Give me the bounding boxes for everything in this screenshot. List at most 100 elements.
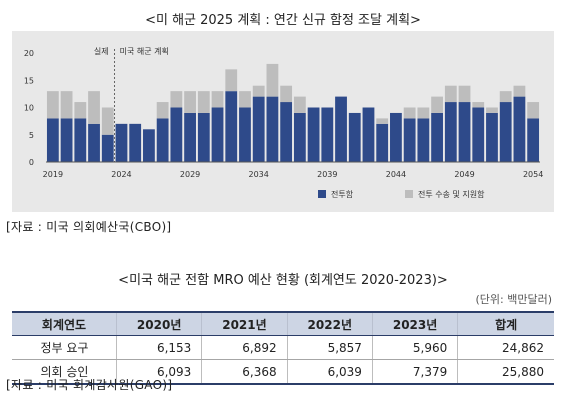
table-cell: 5,857 (286, 335, 373, 360)
table-header-row: 회계연도 2020년 2021년 2022년 2023년 합계 (12, 311, 554, 336)
annotation-plan: 미국 해군 계획 (120, 46, 169, 56)
bar-support (266, 63, 279, 97)
bar-combatant (156, 118, 169, 162)
bar-combatant (417, 118, 430, 162)
legend-label: 전투함 (331, 189, 354, 199)
bar-support (211, 91, 224, 108)
chart-title: <미 해군 2025 계획 : 연간 신규 함정 조달 계획> (145, 13, 421, 28)
bar-support (499, 91, 512, 103)
y-tick-label: 20 (24, 49, 34, 58)
bar-combatant (431, 112, 443, 162)
bar-support (197, 91, 210, 113)
legend-label: 전투 수송 및 지원함 (418, 189, 485, 199)
bar-combatant (499, 102, 512, 162)
bar-support (403, 107, 416, 119)
x-tick-label: 2039 (317, 170, 337, 179)
legend-swatch (405, 190, 413, 198)
mro-budget-table: 회계연도 2020년 2021년 2022년 2023년 합계 정부 요구 6,… (12, 311, 554, 385)
chart-source-note: [자료 : 미국 의회예산국(CBO)] (6, 220, 172, 234)
bar-combatant (348, 112, 361, 162)
bar-combatant (170, 107, 183, 162)
row-label: 의회 승인 (12, 359, 117, 385)
bar-combatant (403, 118, 416, 162)
bar-support (156, 102, 169, 119)
x-tick-label: 2029 (180, 170, 200, 179)
bar-support (225, 69, 238, 92)
bar-combatant (143, 129, 155, 162)
bar-support (513, 85, 526, 97)
bar-combatant (390, 112, 402, 162)
table-cell: 24,862 (457, 335, 554, 360)
bar-support (280, 85, 293, 103)
bar-combatant (225, 91, 238, 162)
bar-combatant (335, 96, 347, 162)
bar-support (88, 91, 100, 124)
header-total: 합계 (457, 311, 554, 336)
table-title: <미국 해군 전함 MRO 예산 현황 (회계연도 2020-2023)> (118, 273, 448, 288)
x-tick-label: 2024 (111, 170, 131, 179)
bar-support (431, 96, 443, 113)
bar-combatant (184, 112, 196, 162)
bar-chart: 20 15 10 5 0 2019 2024 2029 2034 2039 2044 2049 2054… (24, 46, 544, 199)
bar-support (472, 102, 485, 108)
bar-support (170, 91, 183, 108)
bar-combatant (74, 118, 87, 162)
table-row: 의회 승인 6,093 6,368 6,039 7,379 25,880 (12, 359, 554, 385)
y-tick-label: 0 (29, 158, 34, 167)
bar-support (417, 107, 430, 119)
header-2020: 2020년 (115, 311, 202, 336)
chart-panel: 20 15 10 5 0 2019 2024 2029 2034 2039 2044 2049 2054… (12, 31, 554, 212)
bar-support (184, 91, 196, 113)
table-cell: 6,892 (201, 335, 288, 360)
bar-combatant (527, 118, 540, 162)
bar-combatant (129, 123, 142, 162)
table-cell: 5,960 (371, 335, 458, 360)
bar-combatant (444, 102, 457, 162)
x-tick-label: 2019 (43, 170, 63, 179)
bar-support (60, 91, 73, 119)
bar-support (486, 107, 498, 113)
bar-combatant (252, 96, 265, 162)
bar-support (46, 91, 59, 119)
table-unit: (단위: 백만달러) (475, 293, 552, 306)
header-2022: 2022년 (286, 311, 373, 336)
bar-support (527, 102, 540, 119)
bar-support (101, 107, 114, 135)
table-source-note: [자료 : 미국 회계감사원(GAO)] (6, 378, 173, 392)
bar-combatant (486, 112, 498, 162)
header-2023: 2023년 (371, 311, 458, 336)
bar-combatant (101, 134, 114, 162)
table-cell: 6,368 (201, 359, 288, 385)
y-tick-label: 5 (29, 131, 34, 140)
table-cell: 6,093 (115, 359, 202, 385)
bar-combatant (266, 96, 279, 162)
table-cell: 25,880 (457, 359, 554, 385)
bar-combatant (46, 118, 59, 162)
x-tick-label: 2054 (523, 170, 543, 179)
bar-combatant (197, 112, 210, 162)
bar-combatant (513, 96, 526, 162)
y-tick-label: 15 (24, 76, 34, 85)
bar-support (239, 91, 251, 108)
legend-swatch (318, 190, 326, 198)
bar-combatant (307, 107, 320, 162)
bar-combatant (60, 118, 73, 162)
bar-combatant (115, 123, 128, 162)
bar-support (376, 118, 389, 124)
table-row: 정부 요구 6,153 6,892 5,857 5,960 24,862 (12, 335, 554, 360)
bar-combatant (362, 107, 375, 162)
bar-support (293, 96, 306, 113)
bar-combatant (321, 107, 334, 162)
row-label: 정부 요구 (12, 335, 117, 360)
header-fiscal-year: 회계연도 (12, 311, 117, 336)
x-tick-label: 2044 (386, 170, 406, 179)
bar-support (74, 102, 87, 119)
bar-support (444, 85, 457, 103)
bar-support (458, 85, 471, 103)
bar-combatant (239, 107, 251, 162)
bar-combatant (88, 123, 100, 162)
table-cell: 6,153 (115, 335, 202, 360)
bar-combatant (458, 102, 471, 162)
table-cell: 7,379 (371, 359, 458, 385)
header-2021: 2021년 (201, 311, 288, 336)
